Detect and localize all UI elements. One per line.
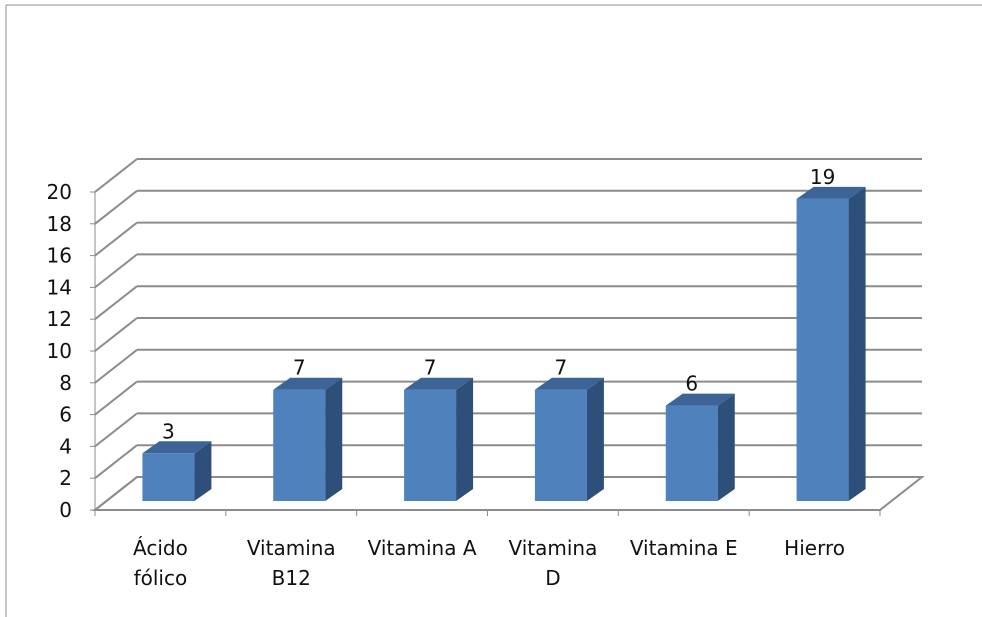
- bar-side: [848, 186, 866, 501]
- side-gridline: [94, 190, 138, 225]
- bar-front: [665, 405, 718, 501]
- y-tick-label: 2: [59, 466, 72, 490]
- bar-front: [273, 389, 326, 501]
- y-tick-label: 14: [47, 275, 72, 299]
- x-category-label-line: Vitamina: [247, 536, 336, 560]
- x-category-label-line: fólico: [134, 566, 188, 590]
- x-category-label-line: Ácido: [133, 536, 188, 560]
- bar-side: [717, 393, 735, 501]
- gridlines: [92, 158, 925, 511]
- data-label: 19: [810, 165, 835, 189]
- axes: [90, 191, 881, 516]
- bar: [404, 377, 474, 501]
- labels: 0 2 4 6 8 10 12 14 16 18 20 3 Ácido fólico 7 Vitamina B1…: [47, 165, 845, 590]
- bar-top: [534, 377, 604, 390]
- bar-front: [142, 453, 195, 501]
- bar-front: [534, 389, 587, 501]
- y-tick-label: 8: [59, 371, 72, 395]
- x-category-label: Vitamina B12: [247, 536, 336, 590]
- data-label: 3: [162, 419, 175, 443]
- y-tick-label: 18: [47, 212, 72, 236]
- bar: [534, 377, 604, 501]
- x-category-label-line: Hierro: [784, 536, 845, 560]
- x-category-label-line: Vitamina E: [630, 536, 738, 560]
- data-label: 6: [685, 372, 698, 396]
- bar-front: [796, 198, 849, 501]
- bar-top: [796, 186, 866, 199]
- side-gridline: [94, 221, 138, 257]
- x-category-label-line: Vitamina: [508, 536, 597, 560]
- bar: [665, 393, 735, 501]
- x-category-label-line: B12: [272, 566, 311, 590]
- bar-top: [273, 377, 343, 390]
- y-tick-label: 16: [47, 244, 72, 268]
- bar-side: [586, 377, 604, 501]
- y-tick-label: 6: [59, 403, 72, 427]
- side-gridline: [94, 285, 138, 320]
- bar: [796, 186, 866, 501]
- bar-top: [142, 441, 212, 454]
- bar-side: [325, 377, 343, 501]
- side-gridline: [94, 412, 138, 448]
- y-tick-label: 20: [47, 180, 72, 204]
- y-tick-label: 10: [47, 339, 72, 363]
- data-label: 7: [424, 356, 437, 380]
- side-gridline: [94, 253, 138, 289]
- x-category-label-line: Vitamina A: [368, 536, 477, 560]
- bar-side: [194, 441, 212, 501]
- bar-front: [404, 389, 457, 501]
- y-tick-label: 4: [59, 434, 72, 458]
- x-category-label: Hierro: [784, 536, 845, 560]
- bar: [142, 441, 212, 501]
- x-category-label: Vitamina A: [368, 536, 477, 560]
- y-tick-label: 0: [59, 498, 72, 522]
- side-gridline: [94, 349, 138, 384]
- bar: [273, 377, 343, 501]
- y-tick-label: 12: [47, 307, 72, 331]
- bar-top: [404, 377, 474, 390]
- x-category-label-line: D: [545, 566, 560, 590]
- side-gridline: [94, 380, 138, 416]
- data-label: 7: [555, 356, 568, 380]
- side-gridline: [94, 444, 138, 479]
- bar-top: [665, 393, 735, 406]
- bar-side: [456, 377, 474, 501]
- x-category-label: Vitamina D: [508, 536, 597, 590]
- x-category-label: Ácido fólico: [133, 536, 188, 590]
- x-category-label: Vitamina E: [630, 536, 738, 560]
- side-gridline: [94, 158, 138, 193]
- data-label: 7: [293, 356, 306, 380]
- side-gridline: [94, 317, 138, 352]
- bars: [142, 186, 866, 501]
